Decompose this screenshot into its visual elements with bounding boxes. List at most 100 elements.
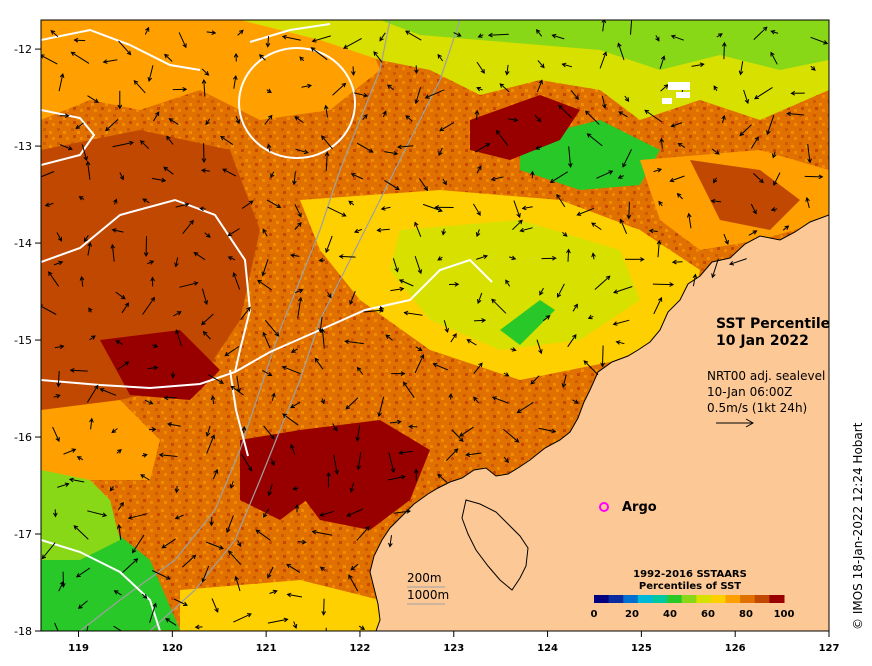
current-arrow <box>163 395 177 401</box>
colorbar-tick-label: 80 <box>739 609 753 620</box>
current-arrow <box>338 254 356 259</box>
current-arrow <box>267 566 274 579</box>
current-arrow <box>332 82 347 96</box>
current-arrow <box>473 318 487 323</box>
colorbar-title-line1: 1992-2016 SSTAARS <box>633 569 747 580</box>
current-arrow <box>233 52 239 62</box>
current-arrow <box>170 371 176 379</box>
current-arrow <box>207 374 225 384</box>
current-arrow <box>70 51 90 64</box>
current-arrow <box>111 428 118 434</box>
current-arrow <box>753 26 768 40</box>
current-arrow <box>754 86 773 100</box>
current-arrow <box>133 80 146 94</box>
current-arrow <box>414 87 422 105</box>
current-arrow <box>503 372 510 377</box>
current-arrow <box>229 480 235 489</box>
current-arrow <box>513 200 521 219</box>
current-arrow <box>677 142 686 148</box>
current-arrow <box>348 200 355 206</box>
current-arrow <box>54 344 65 350</box>
current-arrow <box>144 26 150 35</box>
current-arrow <box>53 394 61 399</box>
current-arrow <box>333 454 339 475</box>
current-arrow <box>264 114 273 125</box>
current-arrow <box>58 72 65 92</box>
current-arrow <box>271 392 276 401</box>
current-arrow <box>290 348 298 353</box>
current-arrow <box>153 111 160 122</box>
current-arrow <box>613 286 633 294</box>
current-arrow <box>297 539 307 545</box>
sst-patch-orange-nw <box>41 20 380 120</box>
current-arrow <box>353 228 362 234</box>
current-arrow <box>615 340 625 345</box>
current-arrow <box>748 230 758 236</box>
current-arrow <box>201 313 214 326</box>
x-tick-label: 120 <box>162 643 183 654</box>
current-arrow <box>551 33 565 40</box>
current-arrow <box>79 275 85 287</box>
current-arrow <box>182 219 194 235</box>
current-arrow <box>56 232 62 242</box>
sst-patch-yellowgreen-center <box>390 220 640 350</box>
current-arrow <box>75 567 91 578</box>
current-arrow <box>346 508 364 517</box>
current-arrow <box>804 174 824 180</box>
current-arrow <box>165 618 177 626</box>
current-arrow <box>558 104 572 118</box>
current-arrow <box>669 175 685 183</box>
current-info-line3: 0.5m/s (1kt 24h) <box>707 401 807 415</box>
current-arrow <box>86 384 99 403</box>
current-arrow <box>348 574 359 592</box>
current-arrow <box>127 513 148 520</box>
current-arrow <box>476 61 485 74</box>
current-arrow <box>503 428 520 443</box>
current-arrow <box>445 448 459 461</box>
current-arrow <box>233 613 252 623</box>
current-arrow <box>723 233 729 245</box>
current-arrow <box>721 114 726 124</box>
current-arrow <box>692 273 698 287</box>
current-arrow <box>510 347 517 352</box>
current-arrow <box>549 171 568 183</box>
current-arrow <box>311 529 333 536</box>
current-arrow <box>437 256 443 261</box>
current-arrow <box>326 471 331 488</box>
current-arrow <box>379 305 384 313</box>
current-arrow <box>652 282 675 287</box>
bathymetry-lines <box>79 20 461 631</box>
current-arrow <box>77 600 88 609</box>
current-arrow <box>233 74 238 89</box>
current-arrow <box>295 288 304 294</box>
current-arrow <box>570 90 579 101</box>
current-arrow <box>112 140 135 148</box>
current-arrow <box>121 302 130 314</box>
argo-float-marker[interactable] <box>599 502 609 512</box>
current-arrow <box>266 88 272 93</box>
current-arrow <box>193 252 206 261</box>
current-arrow <box>115 340 123 346</box>
current-arrow <box>356 452 362 471</box>
current-arrow <box>141 453 148 458</box>
sst-patch-warm-west <box>41 130 260 420</box>
current-arrow <box>52 426 60 443</box>
current-arrow <box>194 624 203 630</box>
current-arrow <box>659 137 665 149</box>
current-arrow <box>786 111 805 117</box>
current-arrow <box>174 514 184 520</box>
current-arrow <box>474 143 491 153</box>
current-arrow <box>537 60 545 69</box>
current-arrow <box>199 206 206 212</box>
current-arrow <box>147 260 155 265</box>
current-arrow <box>140 474 150 481</box>
current-arrow <box>204 232 211 238</box>
current-arrow <box>509 255 517 261</box>
current-arrow <box>626 201 632 220</box>
current-arrow <box>512 219 523 231</box>
current-arrow <box>262 228 268 237</box>
current-arrow <box>386 84 395 91</box>
current-arrow <box>405 30 422 41</box>
current-arrow <box>403 310 423 316</box>
